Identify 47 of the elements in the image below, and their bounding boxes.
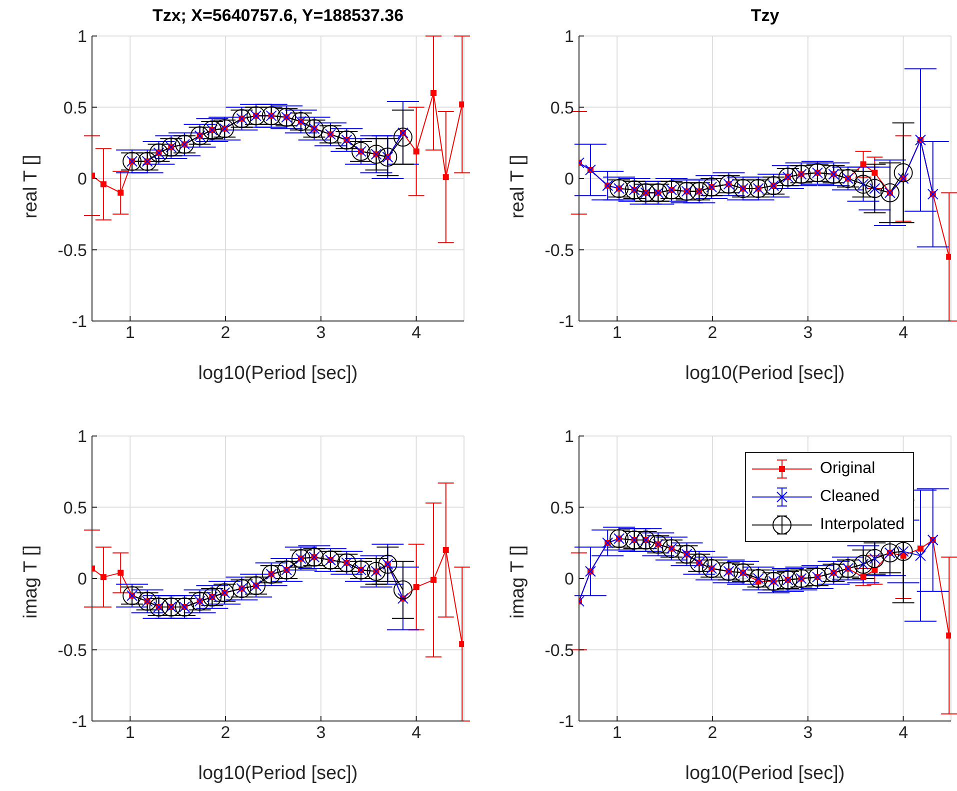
y-tick-label: -1 [558,312,574,332]
y-tick-label: 0.5 [63,498,87,518]
y-tick-label: 0.5 [550,498,574,518]
y-tick-label: -0.5 [544,240,574,260]
y-axis-title: real T [] [20,154,42,218]
x-tick-label: 2 [708,323,718,342]
legend-label: Interpolated [820,516,905,534]
y-tick-label: 0.5 [550,98,574,118]
y-tick-label: 1 [564,27,574,46]
y-tick-label: 0 [78,170,87,189]
x-tick-label: 2 [220,723,230,742]
y-tick-label: 1 [78,27,87,46]
y-tick-label: 1 [78,427,87,446]
x-tick-label: 3 [316,323,326,342]
x-tick-label: 4 [898,323,908,342]
y-tick-label: -0.5 [58,640,87,660]
y-tick-label: -0.5 [58,240,87,260]
x-tick-label: 1 [125,723,135,742]
y-tick-label: -1 [72,312,87,332]
x-tick-label: 2 [708,723,718,742]
x-axis-title: log10(Period [sec]) [685,363,845,384]
chart-title: Tzx; X=5640757.6, Y=188537.36 [151,6,405,26]
chart-title: Tzy [750,6,780,26]
legend-label: Cleaned [820,488,880,506]
x-tick-label: 1 [612,723,622,742]
x-tick-label: 4 [898,723,908,742]
y-tick-label: -1 [72,712,87,732]
y-tick-label: 0 [78,570,87,589]
y-tick-label: -0.5 [544,640,574,660]
y-axis-title: imag T [] [508,545,529,618]
y-tick-label: -1 [558,712,574,732]
legend-label: Original [820,460,876,478]
x-tick-label: 3 [316,723,326,742]
x-tick-label: 2 [220,323,230,342]
x-axis-title: log10(Period [sec]) [198,763,358,784]
x-axis-title: log10(Period [sec]) [198,363,358,384]
x-tick-label: 3 [803,323,813,342]
y-axis-title: imag T [] [20,545,42,618]
y-tick-label: 0.5 [63,98,87,118]
x-tick-label: 4 [412,723,422,742]
x-tick-label: 1 [125,323,135,342]
y-tick-label: 1 [564,427,574,446]
y-axis-title: real T [] [508,154,529,218]
x-tick-label: 1 [612,323,622,342]
x-axis-title: log10(Period [sec]) [685,763,845,784]
x-tick-label: 3 [803,723,813,742]
x-tick-label: 4 [412,323,422,342]
